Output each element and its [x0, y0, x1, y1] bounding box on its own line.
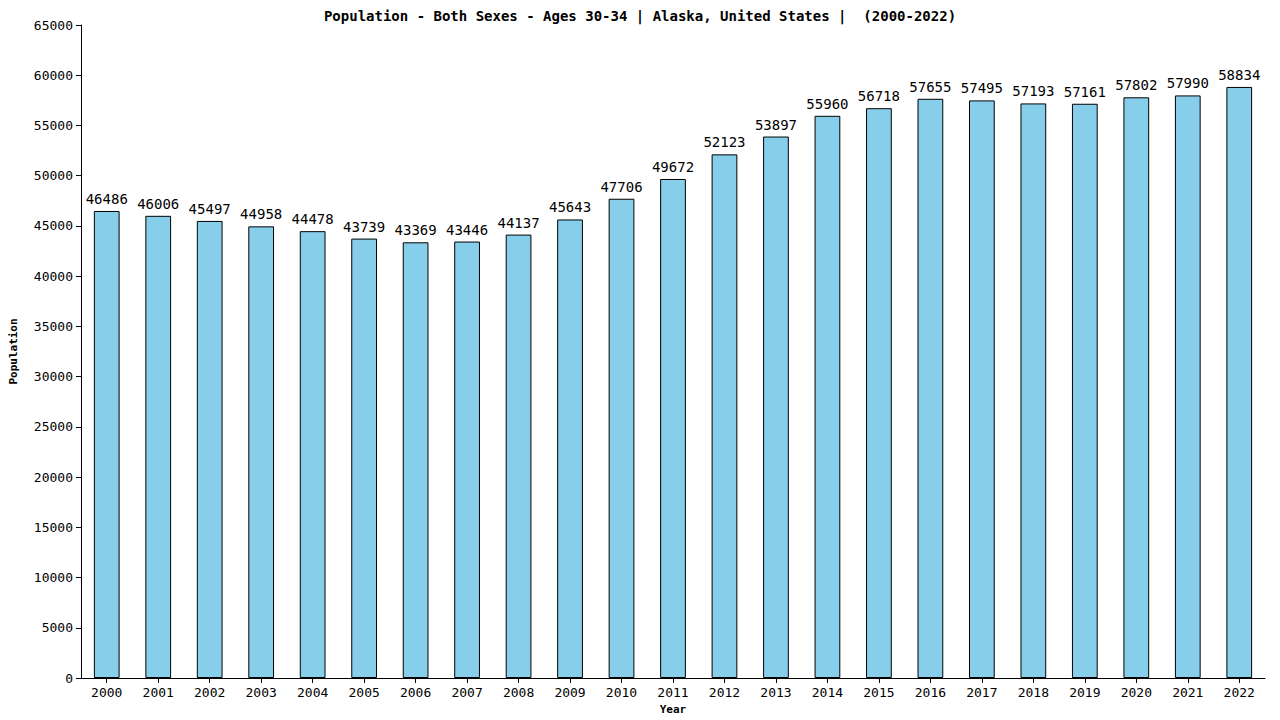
- svg-text:2017: 2017: [966, 685, 997, 700]
- svg-text:2022: 2022: [1224, 685, 1255, 700]
- svg-text:57495: 57495: [961, 80, 1003, 96]
- svg-text:2019: 2019: [1069, 685, 1100, 700]
- svg-text:35000: 35000: [34, 319, 73, 334]
- svg-text:2015: 2015: [863, 685, 894, 700]
- svg-text:52123: 52123: [703, 134, 745, 150]
- svg-text:2005: 2005: [348, 685, 379, 700]
- svg-text:2002: 2002: [194, 685, 225, 700]
- svg-text:2006: 2006: [400, 685, 431, 700]
- svg-text:2021: 2021: [1172, 685, 1203, 700]
- svg-text:2007: 2007: [451, 685, 482, 700]
- svg-text:2018: 2018: [1018, 685, 1049, 700]
- svg-text:2014: 2014: [812, 685, 843, 700]
- svg-text:2008: 2008: [503, 685, 534, 700]
- svg-text:57802: 57802: [1115, 77, 1157, 93]
- svg-text:2013: 2013: [760, 685, 791, 700]
- svg-text:55960: 55960: [806, 96, 848, 112]
- svg-text:20000: 20000: [34, 470, 73, 485]
- svg-text:44478: 44478: [292, 211, 334, 227]
- svg-text:2012: 2012: [709, 685, 740, 700]
- svg-text:58834: 58834: [1218, 67, 1260, 83]
- svg-text:40000: 40000: [34, 269, 73, 284]
- svg-text:57161: 57161: [1064, 84, 1106, 100]
- svg-text:43739: 43739: [343, 219, 385, 235]
- svg-text:5000: 5000: [42, 620, 73, 635]
- svg-text:57990: 57990: [1167, 75, 1209, 91]
- svg-text:2020: 2020: [1121, 685, 1152, 700]
- svg-text:57655: 57655: [909, 79, 951, 95]
- svg-text:2000: 2000: [91, 685, 122, 700]
- svg-text:65000: 65000: [34, 18, 73, 33]
- svg-text:57193: 57193: [1012, 83, 1054, 99]
- svg-text:44137: 44137: [497, 215, 539, 231]
- svg-text:45497: 45497: [189, 201, 231, 217]
- svg-text:45643: 45643: [549, 199, 591, 215]
- svg-text:55000: 55000: [34, 118, 73, 133]
- svg-text:2003: 2003: [246, 685, 277, 700]
- svg-text:50000: 50000: [34, 168, 73, 183]
- svg-text:56718: 56718: [858, 88, 900, 104]
- svg-text:43446: 43446: [446, 222, 488, 238]
- svg-text:49672: 49672: [652, 159, 694, 175]
- svg-text:0: 0: [65, 671, 73, 686]
- svg-text:2001: 2001: [143, 685, 174, 700]
- svg-text:45000: 45000: [34, 218, 73, 233]
- svg-text:47706: 47706: [600, 179, 642, 195]
- svg-text:44958: 44958: [240, 206, 282, 222]
- svg-text:53897: 53897: [755, 117, 797, 133]
- svg-text:30000: 30000: [34, 369, 73, 384]
- svg-text:2009: 2009: [554, 685, 585, 700]
- svg-text:10000: 10000: [34, 570, 73, 585]
- svg-text:2010: 2010: [606, 685, 637, 700]
- svg-text:46486: 46486: [86, 191, 128, 207]
- svg-text:Population: Population: [7, 318, 20, 384]
- svg-text:60000: 60000: [34, 68, 73, 83]
- svg-text:Year: Year: [660, 703, 687, 716]
- svg-text:15000: 15000: [34, 520, 73, 535]
- svg-text:2016: 2016: [915, 685, 946, 700]
- svg-text:2011: 2011: [657, 685, 688, 700]
- svg-text:43369: 43369: [395, 222, 437, 238]
- svg-text:Population - Both Sexes - Ages: Population - Both Sexes - Ages 30-34 | A…: [324, 8, 956, 25]
- svg-text:25000: 25000: [34, 419, 73, 434]
- svg-text:46006: 46006: [137, 196, 179, 212]
- svg-text:2004: 2004: [297, 685, 328, 700]
